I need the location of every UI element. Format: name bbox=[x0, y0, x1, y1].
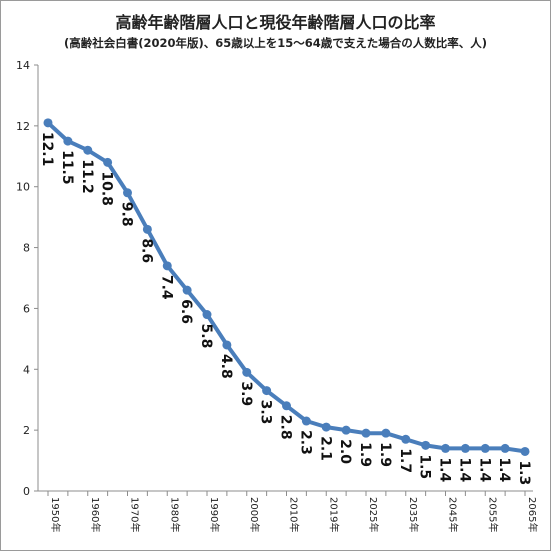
data-point bbox=[182, 285, 192, 295]
data-point bbox=[421, 440, 431, 450]
data-point bbox=[381, 428, 391, 438]
y-tick-label: 8 bbox=[23, 242, 30, 255]
data-label: 1.5 bbox=[417, 454, 433, 479]
y-tick-label: 2 bbox=[23, 424, 30, 437]
data-label: 4.8 bbox=[218, 354, 234, 379]
data-label: 12.1 bbox=[39, 132, 55, 167]
data-point bbox=[242, 367, 252, 377]
data-point bbox=[222, 340, 232, 350]
data-point bbox=[520, 446, 530, 456]
data-point bbox=[202, 310, 212, 320]
data-label: 1.7 bbox=[397, 448, 413, 473]
x-tick-label: 2000年 bbox=[248, 497, 261, 532]
x-tick-label: 2055年 bbox=[486, 497, 499, 532]
data-label: 9.8 bbox=[119, 202, 135, 227]
data-point bbox=[441, 443, 450, 453]
x-tick-label: 1990年 bbox=[208, 497, 221, 532]
data-label: 10.8 bbox=[99, 171, 115, 206]
x-tick-label: 1950年 bbox=[49, 497, 62, 532]
data-label: 5.8 bbox=[198, 324, 214, 349]
data-label: 11.5 bbox=[59, 150, 75, 185]
x-tick-label: 1980年 bbox=[168, 497, 181, 532]
data-point bbox=[480, 443, 490, 453]
data-label: 8.6 bbox=[138, 238, 154, 263]
data-label: 1.4 bbox=[437, 457, 453, 482]
data-label: 3.3 bbox=[258, 400, 274, 425]
data-label: 2.3 bbox=[297, 430, 313, 455]
data-point bbox=[401, 434, 411, 444]
data-label: 2.0 bbox=[337, 439, 353, 464]
data-point bbox=[460, 443, 470, 453]
x-tick-label: 2035年 bbox=[407, 497, 420, 532]
y-tick-label: 14 bbox=[16, 59, 30, 72]
data-point bbox=[103, 157, 113, 167]
y-tick-label: 10 bbox=[16, 181, 30, 194]
data-point bbox=[361, 428, 371, 438]
data-point bbox=[282, 401, 291, 411]
y-tick-label: 12 bbox=[16, 120, 30, 133]
data-point bbox=[500, 443, 510, 453]
x-tick-label: 2065年 bbox=[526, 497, 539, 532]
data-label: 3.9 bbox=[238, 381, 254, 406]
data-label: 1.4 bbox=[456, 457, 472, 482]
data-point bbox=[341, 425, 351, 435]
data-label: 2.8 bbox=[278, 415, 294, 440]
data-label: 7.4 bbox=[158, 275, 174, 300]
data-point bbox=[321, 422, 331, 432]
data-point bbox=[162, 261, 172, 271]
x-tick-label: 2045年 bbox=[447, 497, 460, 532]
data-point bbox=[262, 386, 272, 396]
data-point bbox=[63, 136, 73, 146]
x-tick-label: 2025年 bbox=[367, 497, 380, 532]
data-point bbox=[301, 416, 311, 426]
data-point bbox=[123, 188, 132, 198]
x-tick-label: 2010年 bbox=[288, 497, 301, 532]
chart-subtitle: (高齢社会白書(2020年版)、65歳以上を15～64歳で支えた場合の人数比率、… bbox=[63, 36, 488, 50]
y-tick-label: 6 bbox=[23, 302, 30, 315]
data-label: 11.2 bbox=[79, 159, 95, 194]
x-tick-label: 1970年 bbox=[129, 497, 142, 532]
chart-title: 高齢年齢階層人口と現役年齢階層人口の比率 bbox=[115, 13, 436, 32]
x-tick-label: 2019年 bbox=[327, 497, 340, 532]
data-label: 6.6 bbox=[178, 299, 194, 324]
data-label: 2.1 bbox=[317, 436, 333, 461]
data-point bbox=[43, 118, 53, 128]
data-label: 1.9 bbox=[377, 442, 393, 467]
data-label: 1.3 bbox=[516, 460, 532, 485]
y-tick-label: 0 bbox=[23, 485, 30, 498]
data-point bbox=[83, 145, 93, 155]
data-label: 1.4 bbox=[476, 457, 492, 482]
data-label: 1.9 bbox=[357, 442, 373, 467]
y-tick-label: 4 bbox=[23, 363, 30, 376]
data-label: 1.4 bbox=[496, 457, 512, 482]
x-tick-label: 1960年 bbox=[89, 497, 102, 532]
data-point bbox=[142, 224, 152, 234]
